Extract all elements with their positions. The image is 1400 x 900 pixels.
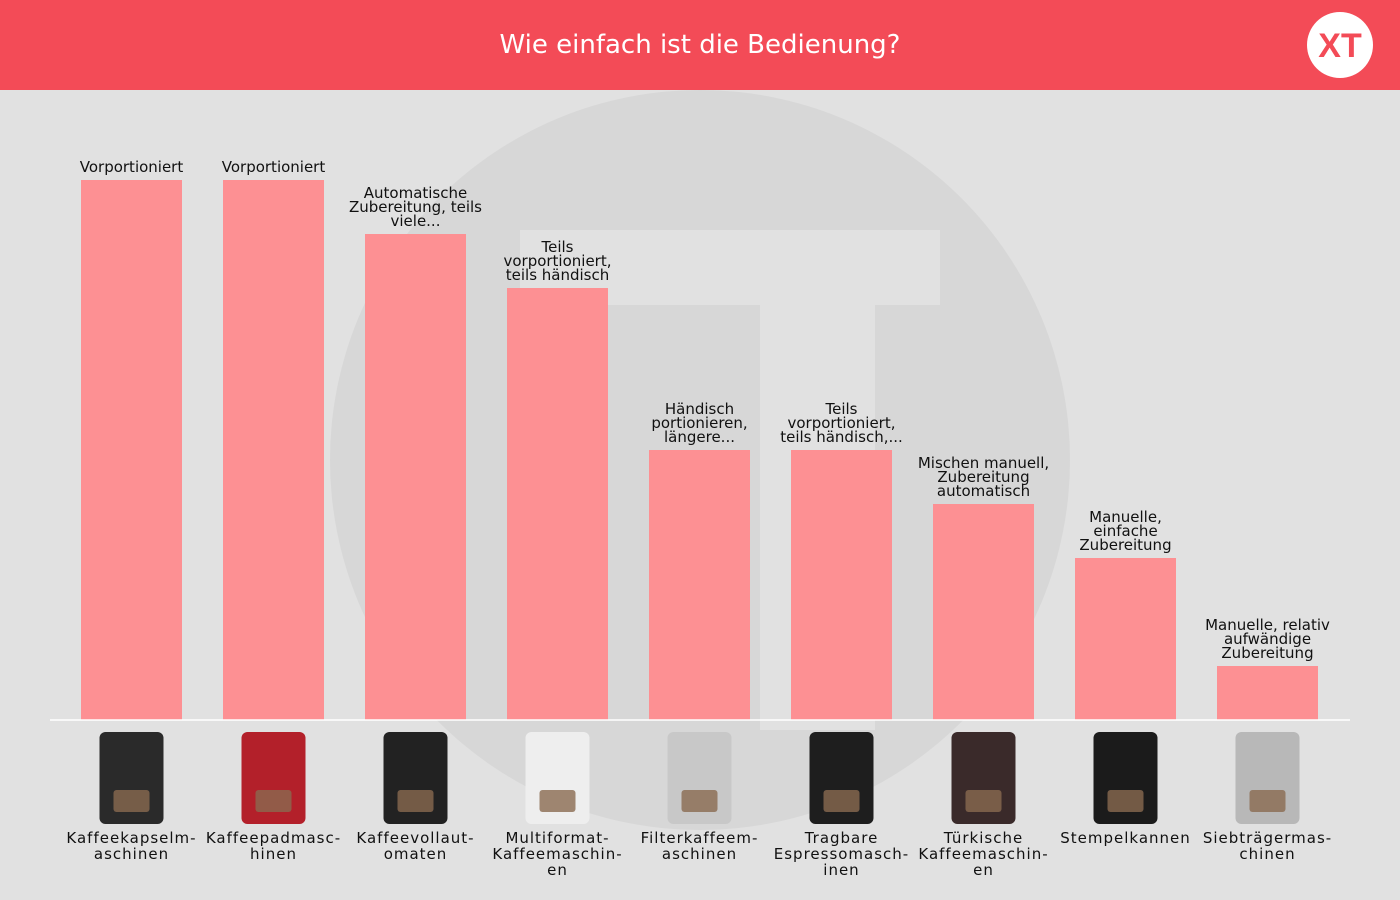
bar	[1075, 558, 1176, 720]
product-detail	[397, 790, 434, 812]
bar	[933, 504, 1034, 720]
bar-annotation: Händisch portionieren, längere...	[651, 400, 748, 446]
x-tick-label: Tragbare Espressomasch- inen	[773, 829, 910, 879]
bar	[1217, 666, 1318, 720]
bar	[649, 450, 750, 720]
product-detail	[1249, 790, 1286, 812]
x-tick-label: Filterkaffeem- aschinen	[640, 829, 759, 863]
x-tick-label: Siebträgermas- chinen	[1202, 829, 1333, 863]
x-tick-label: Kaffeekapselm- aschinen	[66, 829, 197, 863]
x-tick-label: Stempelkannen	[1060, 829, 1191, 847]
product-detail	[1107, 790, 1144, 812]
logo: XT	[1307, 12, 1373, 78]
bar-annotation: Teils vorportioniert, teils händisch,...	[780, 400, 903, 446]
bar-annotation: Mischen manuell, Zubereitung automatisch	[917, 454, 1050, 500]
bar-annotation: Vorportioniert	[221, 158, 326, 176]
product-detail	[823, 790, 860, 812]
product-detail	[681, 790, 718, 812]
bar	[365, 234, 466, 720]
bar-annotation: Teils vorportioniert, teils händisch	[503, 238, 612, 284]
product-detail	[539, 790, 576, 812]
bar-annotation: Manuelle, relativ aufwändige Zubereitung	[1205, 616, 1330, 662]
bar	[81, 180, 182, 720]
x-tick-label: Türkische Kaffeemaschin- en	[918, 829, 1049, 879]
logo-circle	[1307, 12, 1373, 78]
chart-title: Wie einfach ist die Bedienung?	[499, 30, 901, 60]
bar-annotation: Automatische Zubereitung, teils viele...	[349, 184, 482, 230]
product-detail	[113, 790, 150, 812]
x-tick-label: Kaffeepadmasc- hinen	[205, 829, 342, 863]
header	[0, 0, 1400, 90]
bar-annotation: Manuelle, einfache Zubereitung	[1079, 508, 1172, 554]
bar	[507, 288, 608, 720]
product-detail	[255, 790, 292, 812]
x-tick-label: Multiformat- Kaffeemaschin- en	[492, 829, 623, 879]
product-detail	[965, 790, 1002, 812]
bar	[223, 180, 324, 720]
logo-text: XT	[1318, 27, 1362, 65]
bar-annotation: Vorportioniert	[79, 158, 184, 176]
bar	[791, 450, 892, 720]
x-tick-label: Kaffeevollaut- omaten	[356, 829, 475, 863]
